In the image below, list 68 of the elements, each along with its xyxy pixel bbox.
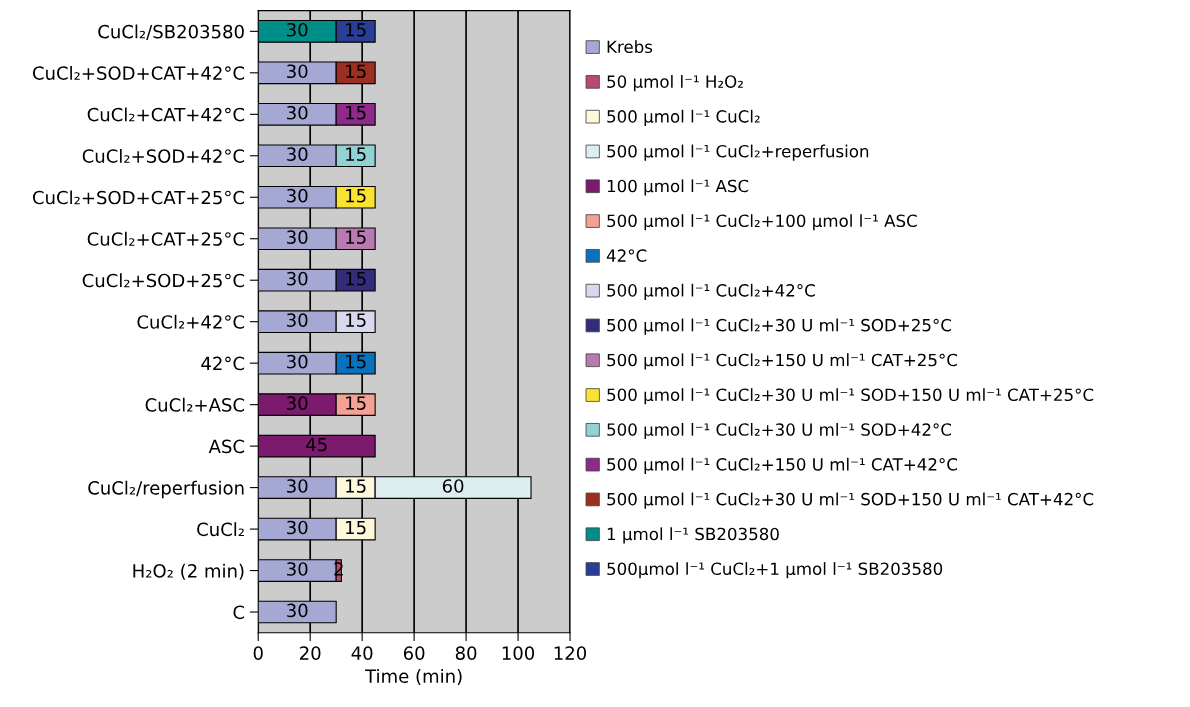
x-tick-label: 100 <box>502 646 535 660</box>
x-axis-title: Time (min) <box>365 668 462 686</box>
data-label: 30 <box>287 603 308 618</box>
data-label: 15 <box>346 23 366 37</box>
data-label: 30 <box>287 520 308 535</box>
data-label: 15 <box>346 479 366 493</box>
legend-label: 500 µmol l⁻¹ CuCl₂+30 U ml⁻¹ SOD+150 U ml⁻¹ CAT+25°C <box>607 388 1094 405</box>
legend-label: 500 µmol l⁻¹ CuCl₂+30 U ml⁻¹ SOD+150 U ml⁻¹ CAT+42°C <box>607 492 1094 509</box>
data-label: 15 <box>346 520 366 535</box>
data-label: 2 <box>334 562 343 576</box>
data-label: 30 <box>287 271 308 286</box>
data-label: 15 <box>346 272 366 286</box>
legend-label: 500 µmol l⁻¹ CuCl₂+30 U ml⁻¹ SOD+42°C <box>607 422 952 440</box>
y-tick-label: CuCl₂/reperfusion <box>88 480 244 499</box>
y-tick-label: CuCl₂+SOD+CAT+42°C <box>32 65 245 80</box>
data-label: 30 <box>287 562 308 576</box>
y-tick-label: H₂O₂ (2 min) <box>133 563 244 580</box>
legend-label: 500 µmol l⁻¹ CuCl₂+reperfusion <box>607 144 869 161</box>
data-label: 30 <box>287 22 308 37</box>
data-label: 30 <box>287 64 308 79</box>
data-label: 60 <box>442 479 464 493</box>
x-tick-label: 80 <box>455 646 477 660</box>
x-tick-label: 60 <box>403 646 425 660</box>
data-label: 30 <box>287 147 308 162</box>
y-tick-label: CuCl₂+CAT+25°C <box>87 231 245 246</box>
legend-label: 500 µmol l⁻¹ CuCl₂+150 U ml⁻¹ CAT+42°C <box>607 457 958 474</box>
y-tick-label: CuCl₂/SB203580 <box>98 24 244 40</box>
data-label: 15 <box>346 313 366 327</box>
y-tick-label: CuCl₂+SOD+42°C <box>82 148 245 163</box>
legend-label: 500 µmol l⁻¹ CuCl₂+30 U ml⁻¹ SOD+25°C <box>607 318 952 335</box>
x-tick-label: 120 <box>554 646 587 660</box>
data-label: 30 <box>287 105 308 120</box>
data-label: 30 <box>287 396 308 410</box>
y-tick-label: 42°C <box>201 356 245 371</box>
data-label: 15 <box>346 147 366 162</box>
legend-label: 500µmol l⁻¹ CuCl₂+1 µmol l⁻¹ SB203580 <box>607 562 943 579</box>
data-label: 15 <box>346 64 366 79</box>
data-label: 15 <box>346 354 366 369</box>
legend-label: 500 µmol l⁻¹ CuCl₂+42°C <box>607 283 815 300</box>
y-tick-label: CuCl₂+CAT+42°C <box>87 107 245 122</box>
legend-label: Krebs <box>607 40 653 54</box>
y-tick-label: CuCl₂+SOD+CAT+25°C <box>32 190 245 205</box>
y-tick-label: C <box>233 605 245 620</box>
y-tick-label: ASC <box>208 439 245 454</box>
y-tick-label: CuCl₂+42°C <box>137 314 245 329</box>
data-label: 30 <box>287 188 308 203</box>
legend-label: 500 µmol l⁻¹ CuCl₂+150 U ml⁻¹ CAT+25°C <box>607 353 958 370</box>
y-tick-label: CuCl₂ <box>197 522 244 537</box>
data-label: 15 <box>346 396 366 410</box>
data-label: 15 <box>346 106 366 120</box>
legend-label: 42°C <box>606 249 647 262</box>
data-label: 30 <box>287 479 308 493</box>
data-label: 30 <box>287 313 308 327</box>
data-label: 15 <box>346 189 366 203</box>
x-tick-label: 0 <box>253 646 263 660</box>
legend-label: 500 µmol l⁻¹ CuCl₂+100 µmol l⁻¹ ASC <box>607 214 917 231</box>
data-label: 30 <box>287 230 308 244</box>
x-tick-label: 40 <box>351 646 373 660</box>
data-label: 30 <box>287 354 308 369</box>
data-label: 45 <box>306 437 327 452</box>
legend-label: 50 µmol l⁻¹ H₂O₂ <box>607 75 743 92</box>
legend-label: 1 µmol l⁻¹ SB203580 <box>607 527 779 544</box>
legend-label: 500 µmol l⁻¹ CuCl₂ <box>607 109 760 126</box>
y-tick-label: CuCl₂+ASC <box>145 397 245 412</box>
data-label: 15 <box>346 230 366 244</box>
x-tick-label: 20 <box>300 646 321 660</box>
legend-label: 100 µmol l⁻¹ ASC <box>607 179 749 196</box>
y-tick-label: CuCl₂+SOD+25°C <box>82 273 245 288</box>
